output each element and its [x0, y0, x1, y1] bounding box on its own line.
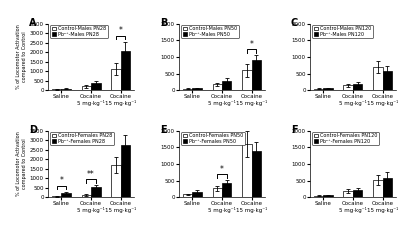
Text: *: * [220, 165, 224, 174]
Legend: Control-Males PN28, Pb²⁺-Males PN28: Control-Males PN28, Pb²⁺-Males PN28 [50, 25, 108, 38]
Bar [62, 193, 71, 197]
Bar [353, 190, 362, 197]
Text: **: ** [87, 170, 95, 179]
Bar [373, 180, 382, 197]
Text: A: A [29, 18, 36, 28]
Bar [373, 67, 382, 90]
Bar [62, 89, 71, 90]
Legend: Control-Males PN50, Pb²⁺-Males PN50: Control-Males PN50, Pb²⁺-Males PN50 [181, 25, 239, 38]
Bar [212, 188, 222, 197]
Bar [344, 85, 353, 90]
Bar [382, 178, 392, 197]
Legend: Control-Females PN50, Pb²⁺-Females PN50: Control-Females PN50, Pb²⁺-Females PN50 [181, 132, 245, 145]
Legend: Control-Females PN28, Pb²⁺-Females PN28: Control-Females PN28, Pb²⁺-Females PN28 [50, 132, 114, 145]
Bar [252, 151, 261, 197]
Bar [242, 144, 252, 197]
Bar [212, 84, 222, 90]
Bar [82, 86, 91, 90]
Bar [91, 187, 100, 197]
Bar [121, 51, 130, 90]
Bar [82, 195, 91, 197]
Bar [382, 71, 392, 90]
Bar [314, 196, 323, 197]
Y-axis label: % of Locomotor Activation
compared to Control: % of Locomotor Activation compared to Co… [16, 132, 27, 196]
Legend: Control-Males PN120, Pb²⁺-Males PN120: Control-Males PN120, Pb²⁺-Males PN120 [312, 25, 373, 38]
Text: E: E [160, 125, 167, 135]
Bar [353, 84, 362, 90]
Bar [121, 145, 130, 197]
Text: D: D [29, 125, 37, 135]
Text: F: F [291, 125, 298, 135]
Bar [192, 88, 202, 90]
Bar [111, 165, 121, 197]
Bar [323, 195, 333, 197]
Bar [242, 70, 252, 90]
Bar [192, 192, 202, 197]
Bar [252, 60, 261, 90]
Bar [183, 194, 192, 197]
Text: *: * [250, 39, 254, 49]
Y-axis label: % of Locomotor Activation
compared to Control: % of Locomotor Activation compared to Co… [16, 25, 27, 89]
Text: B: B [160, 18, 167, 28]
Text: *: * [60, 176, 63, 185]
Bar [314, 89, 323, 90]
Bar [323, 88, 333, 90]
Bar [222, 183, 232, 197]
Bar [111, 69, 121, 90]
Bar [52, 196, 62, 197]
Bar [344, 191, 353, 197]
Bar [91, 83, 100, 90]
Bar [183, 89, 192, 90]
Text: C: C [291, 18, 298, 28]
Text: *: * [119, 26, 123, 35]
Legend: Control-Females PN120, Pb²⁺-Females PN120: Control-Females PN120, Pb²⁺-Females PN12… [312, 132, 379, 145]
Bar [222, 81, 232, 90]
